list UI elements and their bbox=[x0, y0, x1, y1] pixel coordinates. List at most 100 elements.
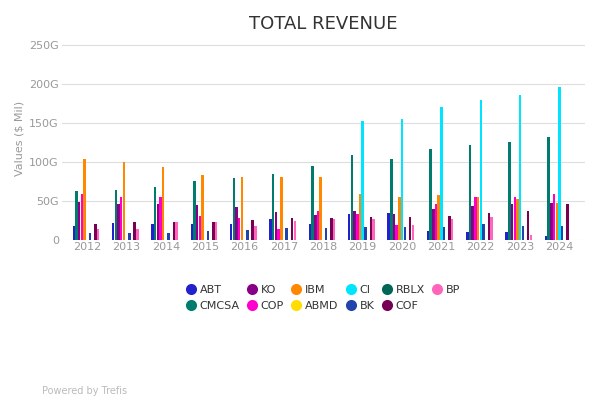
Bar bbox=[372, 219, 374, 240]
Bar bbox=[435, 204, 437, 240]
Bar bbox=[388, 213, 390, 240]
Bar bbox=[514, 197, 516, 240]
Bar bbox=[311, 166, 314, 240]
Bar bbox=[173, 222, 175, 240]
Bar bbox=[479, 100, 482, 240]
Bar bbox=[317, 211, 319, 240]
Bar bbox=[291, 218, 293, 240]
Bar bbox=[120, 197, 122, 240]
Bar bbox=[550, 203, 553, 240]
Bar bbox=[275, 212, 277, 240]
Bar bbox=[545, 236, 547, 240]
Bar bbox=[80, 194, 83, 240]
Bar bbox=[393, 214, 395, 240]
Bar bbox=[319, 177, 322, 240]
Bar bbox=[482, 224, 485, 240]
Bar bbox=[370, 217, 372, 240]
Bar bbox=[348, 214, 350, 240]
Bar bbox=[430, 149, 432, 240]
Bar bbox=[162, 167, 164, 240]
Bar bbox=[409, 217, 411, 240]
Bar bbox=[547, 137, 550, 240]
Bar bbox=[136, 229, 139, 240]
Bar bbox=[151, 224, 154, 240]
Bar bbox=[269, 218, 272, 240]
Title: TOTAL REVENUE: TOTAL REVENUE bbox=[249, 15, 398, 33]
Bar bbox=[530, 235, 532, 240]
Bar bbox=[202, 175, 204, 240]
Bar bbox=[94, 224, 97, 240]
Bar bbox=[118, 204, 120, 240]
Bar bbox=[133, 222, 136, 240]
Bar bbox=[212, 222, 215, 240]
Bar bbox=[437, 195, 440, 240]
Bar bbox=[196, 205, 199, 240]
Bar bbox=[488, 213, 490, 240]
Bar bbox=[490, 217, 493, 240]
Bar bbox=[280, 177, 283, 240]
Bar bbox=[361, 120, 364, 240]
Bar bbox=[474, 197, 476, 240]
Bar bbox=[73, 226, 75, 240]
Bar bbox=[395, 225, 398, 240]
Bar bbox=[293, 221, 296, 240]
Legend: ABT, CMCSA, KO, COP, IBM, ABMD, CI, BK, RBLX, COF, BP, : ABT, CMCSA, KO, COP, IBM, ABMD, CI, BK, … bbox=[183, 282, 464, 314]
Bar bbox=[351, 155, 353, 240]
Bar bbox=[412, 225, 414, 240]
Bar bbox=[309, 224, 311, 240]
Y-axis label: Values ($ Mil): Values ($ Mil) bbox=[15, 101, 25, 176]
Bar bbox=[353, 211, 356, 240]
Bar bbox=[356, 214, 359, 240]
Bar bbox=[359, 194, 361, 240]
Bar bbox=[519, 95, 521, 240]
Bar bbox=[128, 232, 131, 240]
Bar bbox=[427, 231, 429, 240]
Bar bbox=[333, 219, 335, 240]
Bar bbox=[175, 222, 178, 240]
Bar bbox=[448, 216, 451, 240]
Bar bbox=[516, 199, 518, 240]
Bar bbox=[230, 224, 232, 240]
Bar bbox=[364, 227, 367, 240]
Bar bbox=[286, 228, 288, 240]
Bar bbox=[78, 202, 80, 240]
Bar bbox=[191, 224, 193, 240]
Bar bbox=[246, 230, 248, 240]
Bar bbox=[89, 232, 91, 240]
Bar bbox=[193, 181, 196, 240]
Bar bbox=[272, 174, 274, 240]
Bar bbox=[511, 204, 513, 240]
Bar bbox=[241, 177, 243, 240]
Bar bbox=[527, 211, 529, 240]
Bar bbox=[561, 226, 563, 240]
Bar bbox=[123, 162, 125, 240]
Bar bbox=[199, 216, 201, 240]
Bar bbox=[443, 227, 445, 240]
Bar bbox=[556, 203, 558, 240]
Bar bbox=[440, 107, 443, 240]
Bar bbox=[466, 232, 469, 240]
Bar bbox=[215, 222, 217, 240]
Bar bbox=[233, 178, 235, 240]
Bar bbox=[235, 207, 238, 240]
Bar bbox=[566, 204, 569, 240]
Bar bbox=[157, 204, 159, 240]
Bar bbox=[154, 187, 157, 240]
Bar bbox=[115, 190, 117, 240]
Bar bbox=[167, 232, 170, 240]
Bar bbox=[277, 229, 280, 240]
Bar bbox=[160, 197, 162, 240]
Bar bbox=[112, 223, 115, 240]
Bar bbox=[251, 220, 254, 240]
Bar bbox=[508, 142, 511, 240]
Bar bbox=[238, 218, 241, 240]
Bar bbox=[398, 197, 401, 240]
Bar bbox=[314, 215, 317, 240]
Bar bbox=[83, 160, 86, 240]
Text: Powered by Trefis: Powered by Trefis bbox=[42, 386, 127, 396]
Bar bbox=[390, 160, 392, 240]
Bar bbox=[432, 209, 434, 240]
Bar bbox=[254, 226, 257, 240]
Bar bbox=[553, 194, 555, 240]
Bar bbox=[76, 191, 78, 240]
